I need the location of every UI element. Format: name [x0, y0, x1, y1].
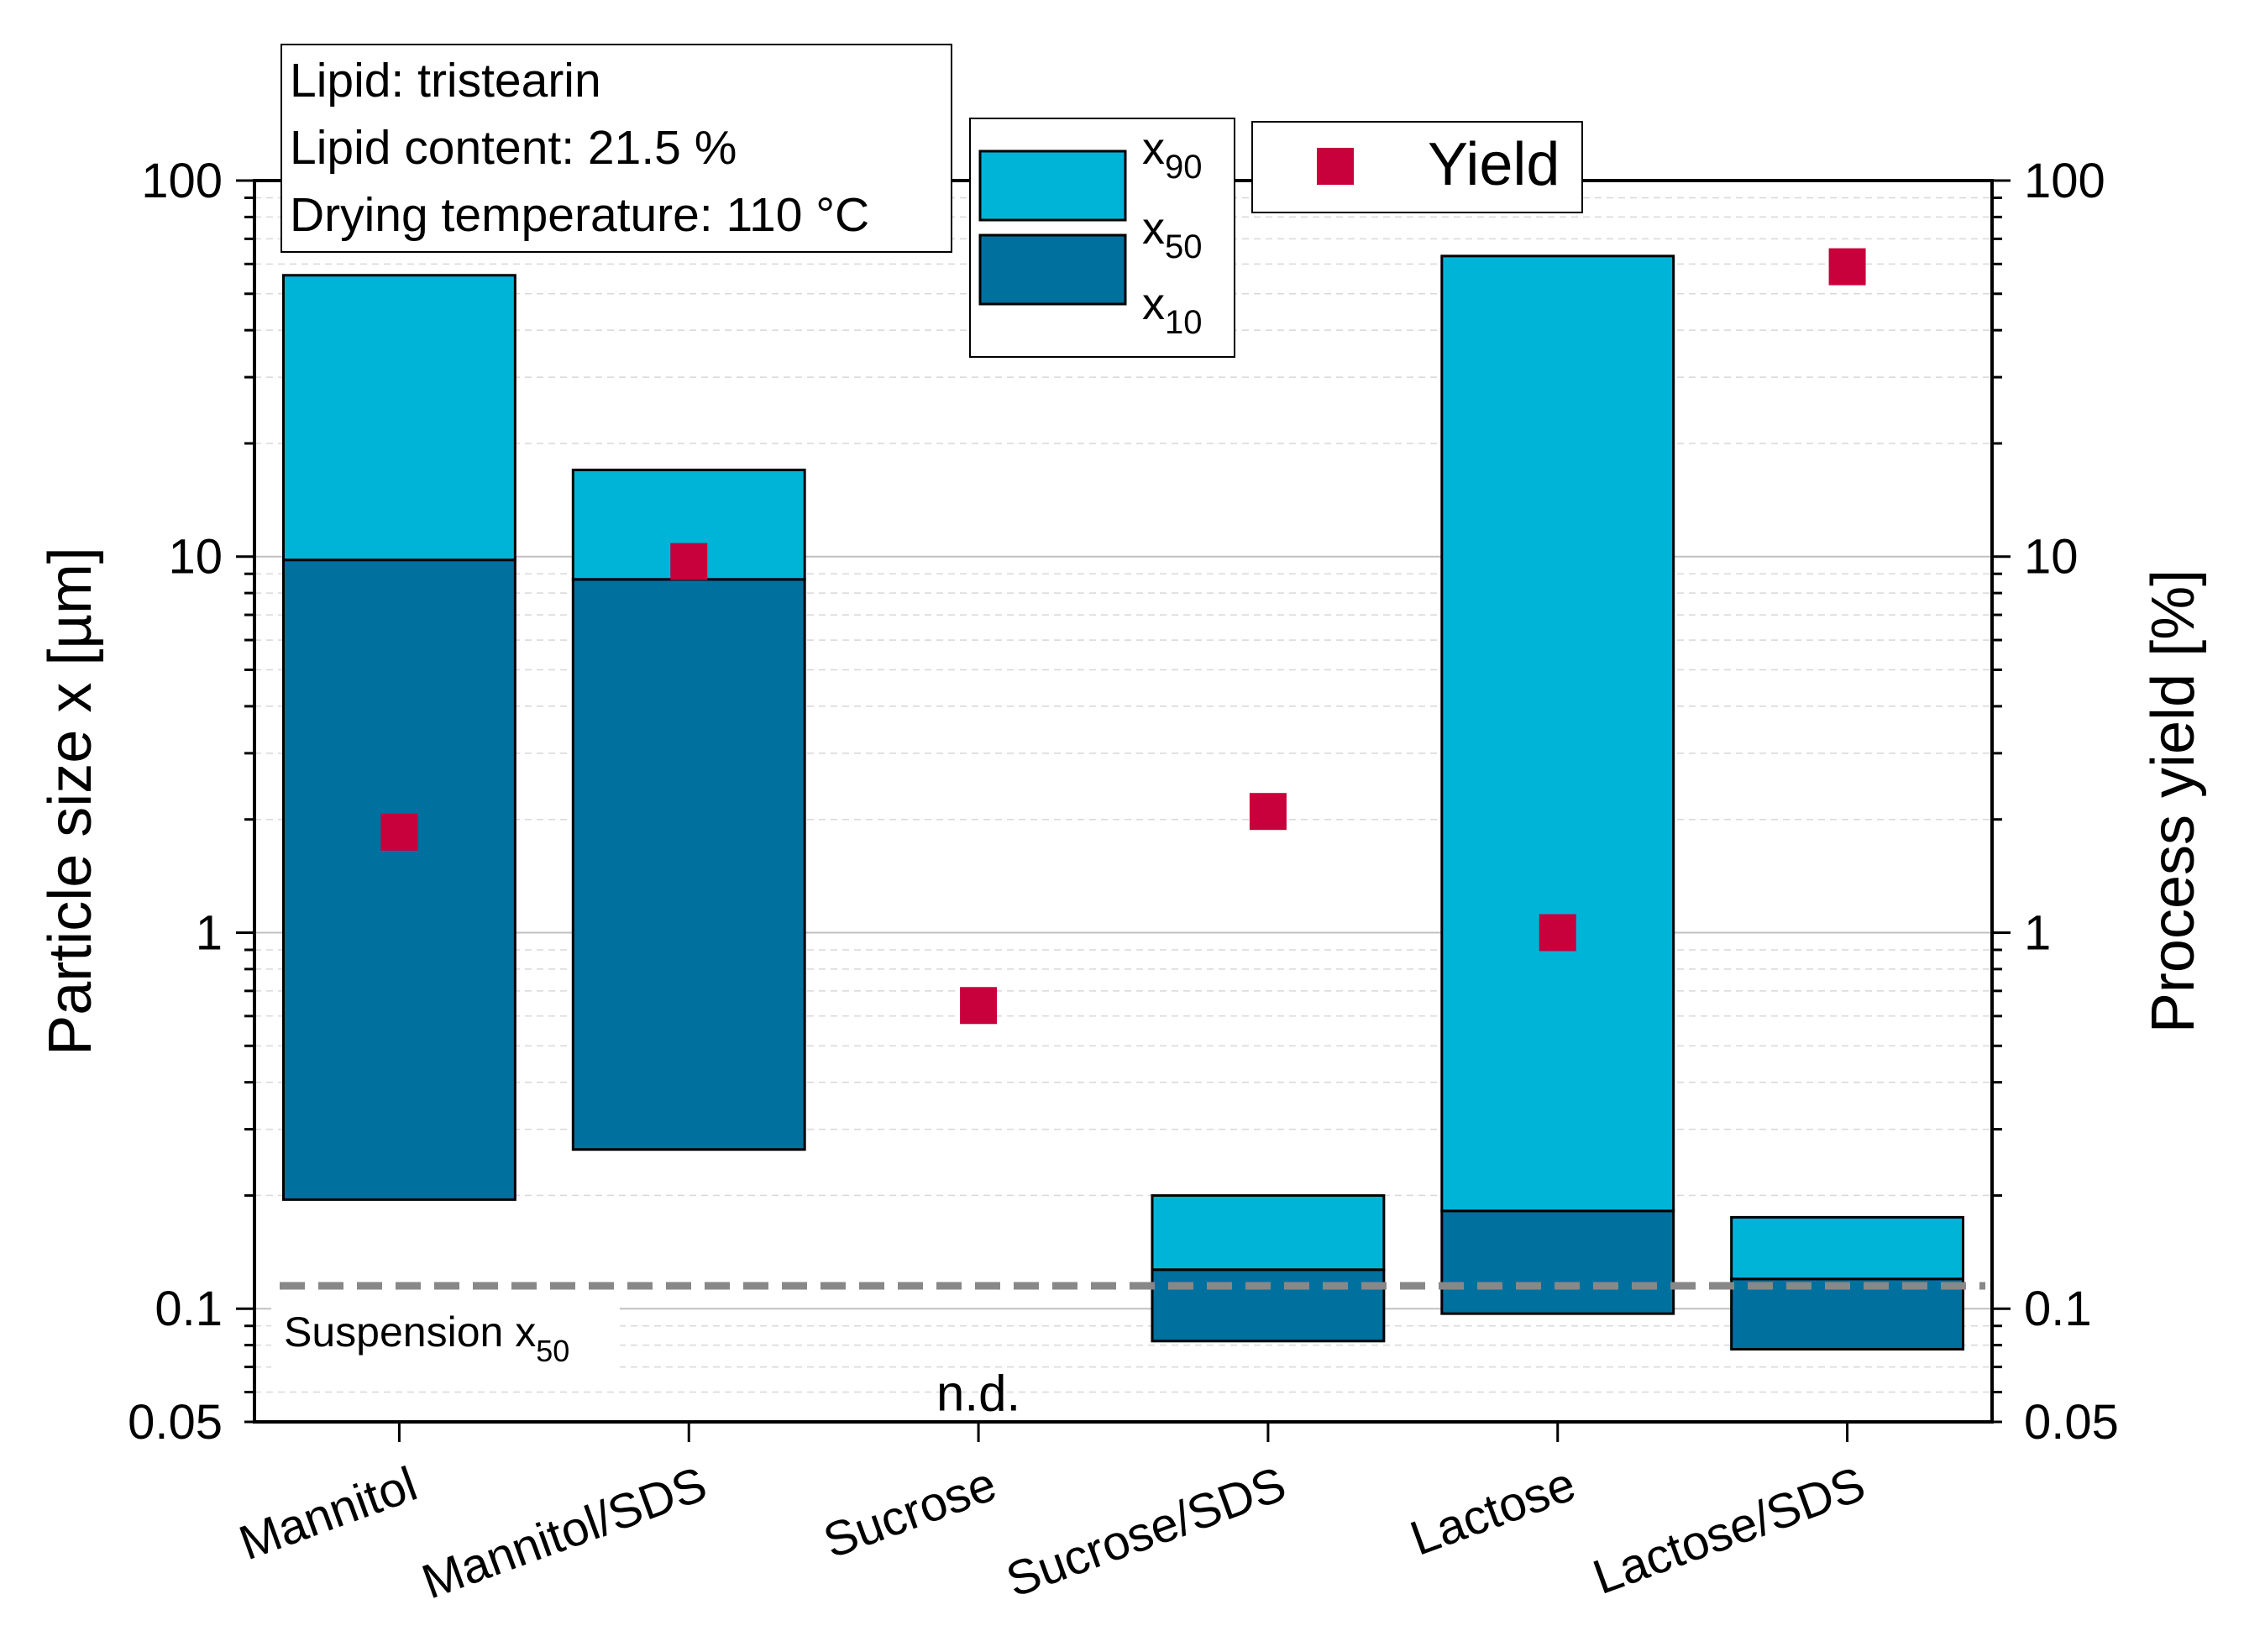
legend-x10-label: x10: [1142, 279, 1203, 341]
x-tick-label: Lactose: [1403, 1456, 1582, 1566]
y2-tick-label: 0.05: [2024, 1395, 2119, 1450]
legend-yield-marker: [1317, 148, 1354, 185]
annotation-line-content: Lipid content: 21.5 %: [290, 121, 737, 175]
y2-tick-label: 10: [2024, 530, 2079, 585]
bar-x10-x50: [1730, 1277, 1965, 1351]
y-tick-label: 100: [141, 154, 223, 208]
suspension-reference: Suspension x50: [271, 1282, 1985, 1379]
legend-x50-swatch: [978, 233, 1127, 306]
legend-x50-sub: 50: [1165, 228, 1203, 265]
yield-marker: [380, 813, 418, 851]
y2-axis-title: Process yield [%]: [2140, 569, 2207, 1033]
suspension-label-main: Suspension x: [284, 1308, 536, 1356]
x-tick-label: Mannitol: [233, 1456, 424, 1571]
x-tick-label: Sucrose/SDS: [999, 1456, 1292, 1607]
bar-x50-x90: [281, 274, 516, 562]
legend-x10-main: x: [1142, 279, 1165, 329]
bar-x50-x90: [1730, 1215, 1965, 1281]
yield-marker: [670, 543, 708, 580]
y2-tick-label: 1: [2024, 905, 2051, 960]
bar-x10-x50: [281, 559, 516, 1201]
y2-tick-label: 0.1: [2024, 1282, 2092, 1336]
suspension-label-background: [271, 1301, 620, 1379]
x-tick-label: Mannitol/SDS: [415, 1456, 713, 1609]
legend-x90-label: x90: [1142, 123, 1203, 186]
legend-x90-sub: 90: [1165, 149, 1203, 186]
yield-marker: [960, 987, 998, 1025]
y-tick-label: 0.1: [155, 1282, 223, 1336]
y-tick-label: 1: [196, 905, 223, 960]
y-tick-label: 10: [168, 530, 223, 585]
yield-marker: [1539, 914, 1576, 952]
y-axis-title: Particle size x [µm]: [37, 547, 104, 1056]
suspension-label: Suspension x50: [284, 1308, 569, 1368]
yield-marker: [1828, 248, 1866, 286]
legend-x90-main: x: [1142, 123, 1165, 174]
y-tick-label: 0.05: [128, 1395, 223, 1450]
legend-x10-sub: 10: [1165, 304, 1203, 341]
y2-tick-label: 100: [2024, 154, 2105, 208]
bars-layer: [281, 254, 1965, 1351]
bar-x50-x90: [1440, 254, 1675, 1213]
legend-yield-label: Yield: [1428, 131, 1560, 198]
bar-x10-x50: [1151, 1268, 1386, 1343]
legend-x50-label: x50: [1142, 203, 1203, 265]
annotation-box: Lipid: tristearin Lipid content: 21.5 % …: [280, 44, 952, 253]
suspension-label-sub: 50: [536, 1334, 569, 1368]
x-tick-label: Lactose/SDS: [1586, 1456, 1872, 1605]
not-determined-label: n.d.: [936, 1366, 1020, 1422]
grid-lines: [254, 197, 1992, 1423]
bar-x10-x50: [571, 578, 806, 1151]
legend-yield-frame: [1251, 121, 1583, 213]
annotation-frame: [280, 44, 952, 253]
legend-x90-swatch: [978, 149, 1127, 222]
legend-x50-main: x: [1142, 203, 1165, 254]
legend-size: x90 x50 x10: [969, 118, 1235, 358]
annotation-line-lipid: Lipid: tristearin: [290, 54, 601, 108]
yield-marker: [1249, 793, 1287, 831]
annotation-line-temperature: Drying temperature: 110 °C: [290, 188, 869, 242]
bar-x50-x90: [1151, 1193, 1386, 1272]
bar-x10-x50: [1440, 1209, 1675, 1315]
x-tick-label: Sucrose: [816, 1456, 1003, 1569]
legend-yield: Yield: [1251, 121, 1583, 213]
yield-markers: [380, 248, 1866, 1025]
